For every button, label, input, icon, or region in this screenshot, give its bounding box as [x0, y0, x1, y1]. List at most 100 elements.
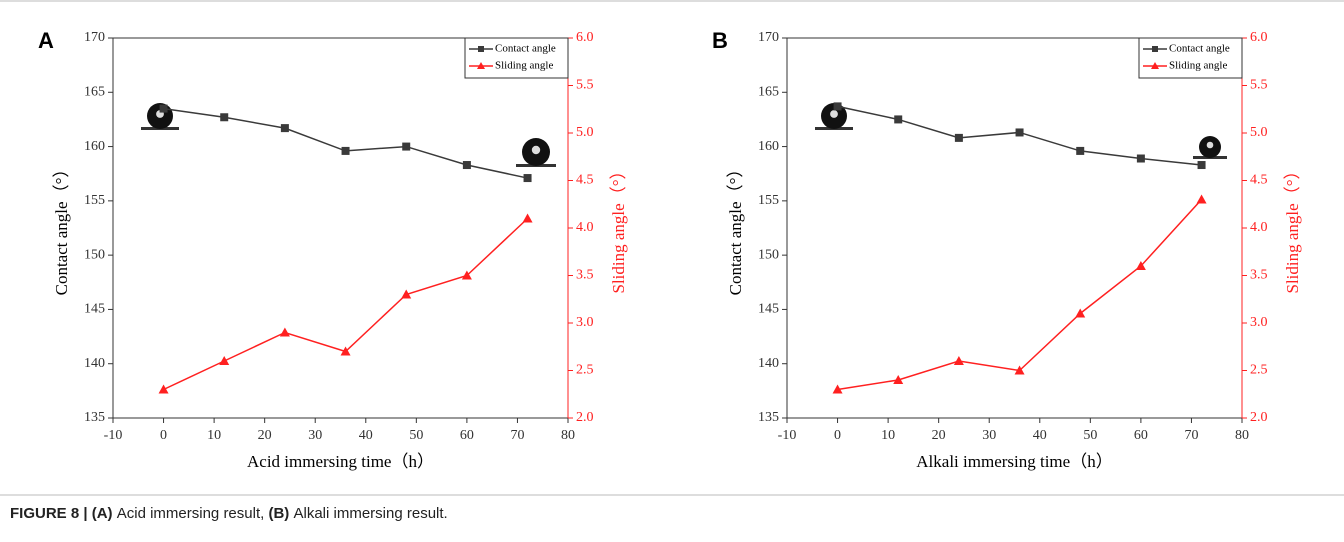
- marker: [894, 115, 903, 124]
- x-tick-label: 80: [1235, 428, 1249, 443]
- x-tick-label: 30: [308, 428, 322, 443]
- marker: [1196, 194, 1207, 204]
- droplet-highlight: [830, 110, 838, 118]
- droplet-highlight: [1206, 141, 1214, 149]
- y-tick-label: 165: [758, 85, 779, 100]
- y2-tick-label: 3.0: [1250, 315, 1268, 330]
- x-tick-label: 20: [258, 428, 272, 443]
- x-tick-label: 70: [510, 428, 524, 443]
- y-axis-label: Contact angle（°）: [52, 161, 71, 296]
- marker: [1075, 308, 1086, 318]
- y2-tick-label: 5.5: [576, 78, 594, 93]
- y-tick-label: 170: [758, 30, 779, 45]
- y2-tick-label: 4.0: [576, 220, 594, 235]
- marker: [341, 146, 350, 155]
- x-axis-label: Alkali immersing time（h）: [916, 452, 1112, 471]
- y2-tick-label: 2.0: [1250, 410, 1268, 425]
- marker: [1076, 146, 1085, 155]
- marker: [279, 327, 290, 337]
- y-tick-label: 140: [84, 356, 105, 371]
- marker: [340, 346, 351, 356]
- x-tick-label: 80: [561, 428, 575, 443]
- y2-axis-label: Sliding angle（°）: [609, 163, 628, 294]
- plot-frame: [786, 37, 1243, 419]
- y2-tick-label: 6.0: [1250, 30, 1268, 45]
- x-tick-label: 40: [1033, 428, 1047, 443]
- y-tick-label: 150: [84, 247, 105, 262]
- x-tick-label: 0: [160, 428, 167, 443]
- y2-tick-label: 5.0: [1250, 125, 1268, 140]
- x-tick-label: 30: [982, 428, 996, 443]
- y2-tick-label: 6.0: [576, 30, 594, 45]
- legend-marker: [477, 62, 485, 69]
- legend-box: [1138, 37, 1243, 79]
- marker: [1136, 154, 1145, 163]
- series-line: [163, 217, 529, 391]
- y-axis-label: Contact angle（°）: [726, 161, 745, 296]
- x-tick-label: 20: [932, 428, 946, 443]
- figure: A -10 0 10 20 30 40 50 60 70 80 135 140 145 150 155 160 1…: [0, 0, 1344, 496]
- marker: [1014, 365, 1025, 375]
- y-tick-label: 165: [84, 85, 105, 100]
- x-tick-label: -10: [104, 428, 123, 443]
- x-tick-label: 50: [409, 428, 423, 443]
- y2-tick-label: 5.5: [1250, 78, 1268, 93]
- y2-tick-label: 4.0: [1250, 220, 1268, 235]
- marker: [954, 133, 963, 142]
- legend-marker: [1152, 46, 1158, 52]
- caption-part: Acid immersing result,: [116, 505, 265, 522]
- y-tick-label: 160: [758, 139, 779, 154]
- marker: [401, 289, 412, 299]
- y-tick-label: 140: [758, 356, 779, 371]
- caption-part: FIGURE 8 |: [10, 505, 88, 522]
- panel-label: A: [38, 28, 54, 53]
- y-tick-label: 155: [84, 193, 105, 208]
- marker: [953, 356, 964, 365]
- marker: [402, 142, 411, 151]
- marker: [159, 104, 168, 113]
- marker: [1197, 161, 1206, 170]
- y2-tick-label: 3.0: [576, 315, 594, 330]
- marker: [523, 174, 532, 183]
- y-tick-label: 145: [84, 302, 105, 317]
- x-tick-label: -10: [778, 428, 797, 443]
- y2-tick-label: 4.5: [576, 173, 594, 188]
- y-tick-label: 155: [758, 193, 779, 208]
- y-tick-label: 145: [758, 302, 779, 317]
- y-tick-label: 170: [84, 30, 105, 45]
- x-tick-label: 10: [881, 428, 895, 443]
- droplet-highlight: [531, 145, 541, 155]
- y2-tick-label: 2.5: [576, 363, 594, 378]
- marker: [522, 213, 533, 223]
- y2-tick-label: 2.5: [1250, 363, 1268, 378]
- y2-tick-label: 4.5: [1250, 173, 1268, 188]
- x-tick-label: 60: [460, 428, 474, 443]
- caption-part: Alkali immersing result.: [293, 505, 448, 522]
- marker: [833, 102, 842, 111]
- series-line: [163, 107, 528, 179]
- marker: [462, 161, 471, 170]
- x-axis-label: Acid immersing time（h）: [247, 452, 434, 471]
- y2-tick-label: 5.0: [576, 125, 594, 140]
- legend-label: Contact angle: [1169, 43, 1230, 55]
- legend-marker: [1151, 62, 1159, 69]
- x-tick-label: 70: [1184, 428, 1198, 443]
- series-line: [837, 198, 1203, 391]
- x-tick-label: 60: [1134, 428, 1148, 443]
- marker: [158, 384, 169, 394]
- marker: [893, 375, 904, 384]
- y-tick-label: 135: [84, 410, 105, 425]
- legend-label: Sliding angle: [495, 60, 553, 72]
- marker: [219, 356, 230, 365]
- marker: [832, 384, 843, 394]
- marker: [1135, 261, 1146, 270]
- marker: [461, 270, 472, 280]
- legend-label: Sliding angle: [1169, 60, 1227, 72]
- x-tick-label: 10: [207, 428, 221, 443]
- x-tick-label: 40: [359, 428, 373, 443]
- legend-label: Contact angle: [495, 43, 556, 55]
- caption-part: (B): [268, 505, 290, 522]
- marker: [280, 124, 289, 133]
- legend-marker: [478, 46, 484, 52]
